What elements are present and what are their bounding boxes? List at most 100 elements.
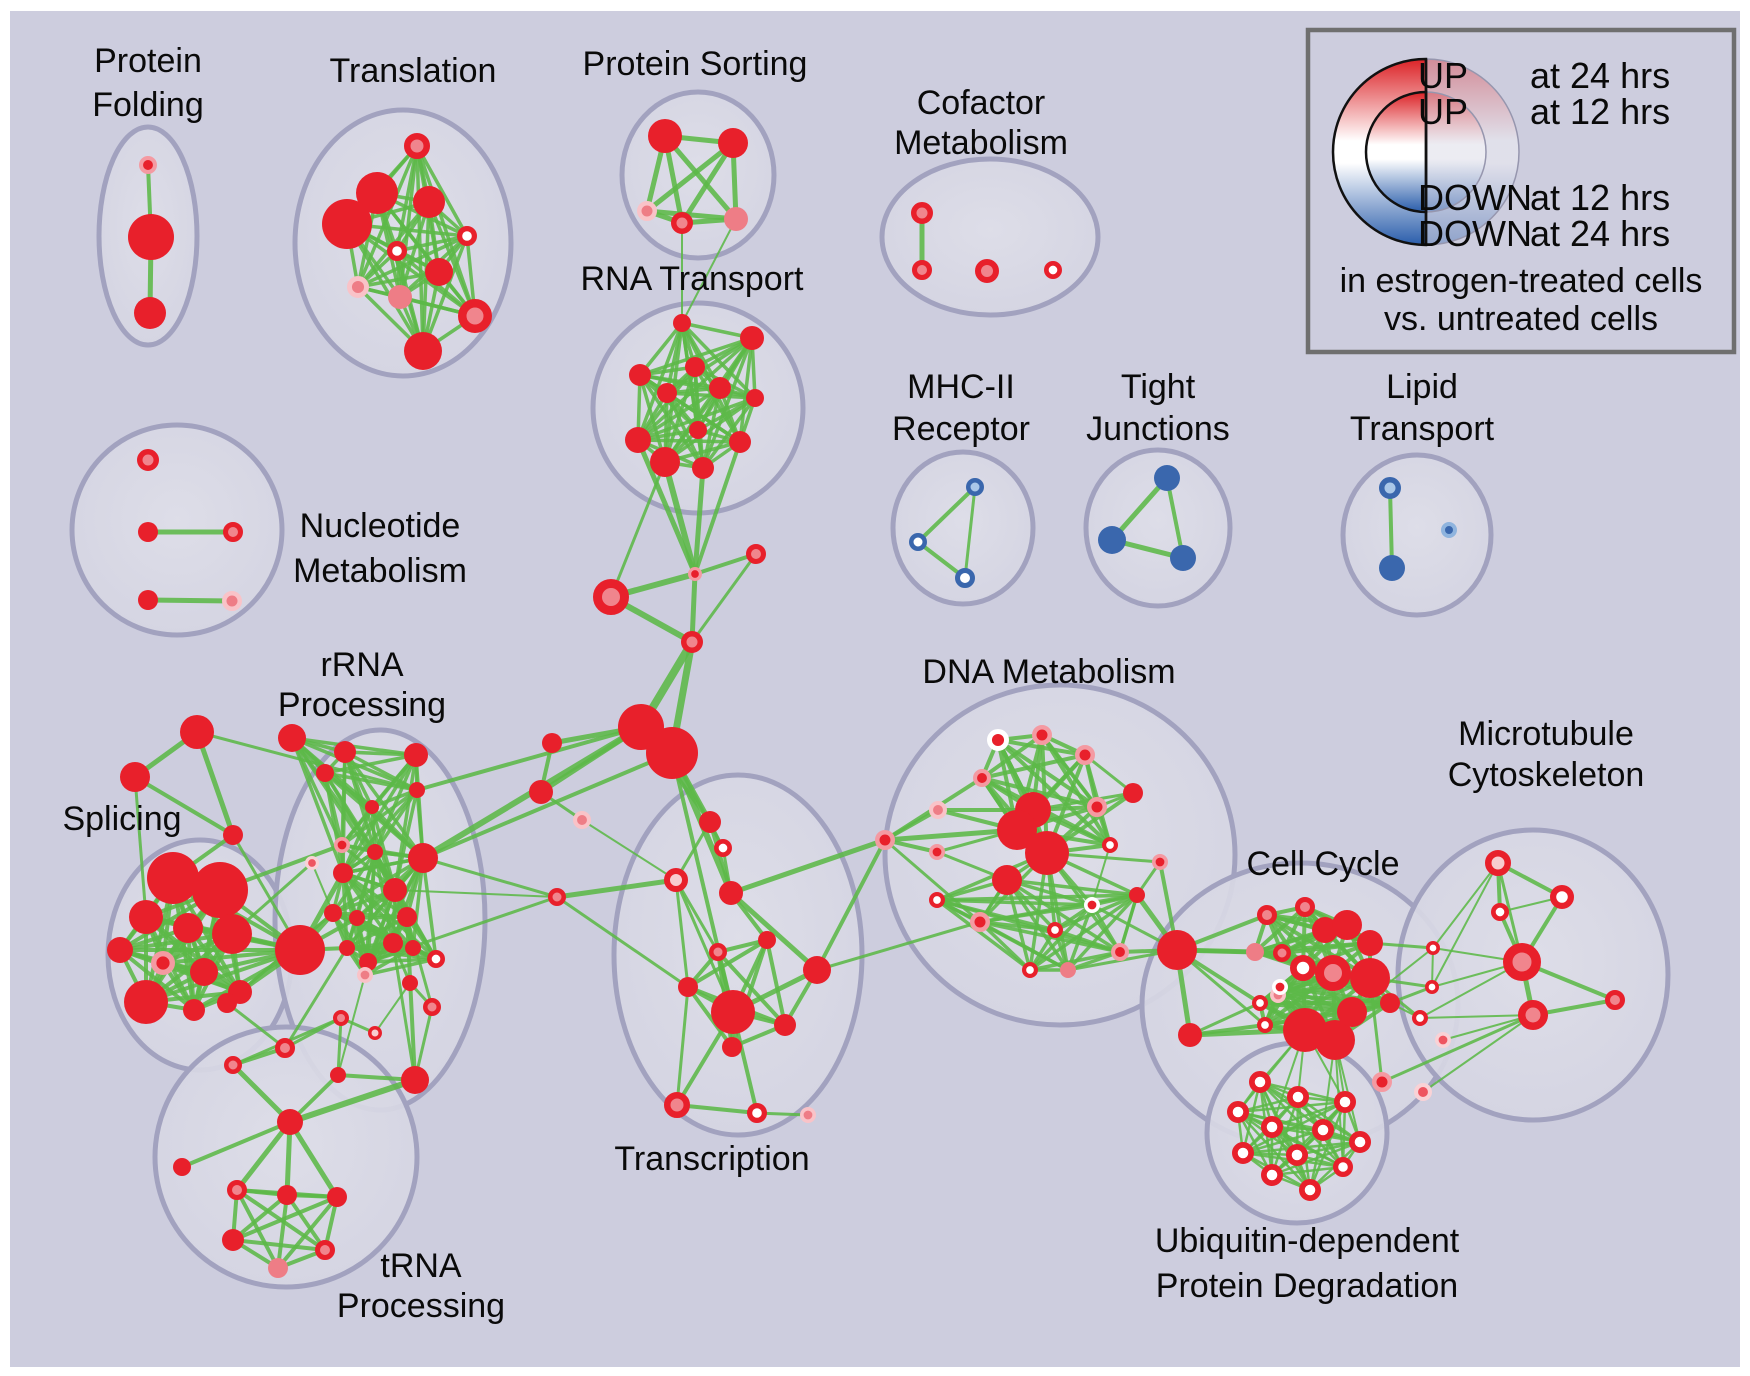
edge xyxy=(1419,1014,1534,1019)
cluster-label-mhc-ii-receptor: MHC-II xyxy=(907,368,1015,406)
legend-entry-direction: DOWN xyxy=(1418,213,1532,254)
edge xyxy=(366,895,559,964)
edge xyxy=(1005,878,1122,954)
gene-node-rna-transport xyxy=(685,357,705,377)
edge xyxy=(337,974,366,1076)
gene-node-ubiquitin-degradation xyxy=(1248,1070,1271,1093)
gene-node-connectors xyxy=(120,762,150,792)
gene-node-rrna-processing xyxy=(356,966,373,983)
gene-node-dna-metabolism xyxy=(1032,725,1052,745)
edge xyxy=(883,838,982,924)
gene-node-microtubule-cytoskeleton xyxy=(1549,884,1574,909)
gene-node-connectors xyxy=(548,888,566,906)
edge xyxy=(370,788,419,809)
gene-node-trna-processing xyxy=(277,1109,303,1135)
gene-node-connectors xyxy=(1157,930,1197,970)
gene-node-translation xyxy=(457,226,478,247)
gene-node-dna-metabolism xyxy=(1060,962,1076,978)
gene-node-splicing xyxy=(173,913,203,943)
gene-node-transcription xyxy=(799,1107,816,1124)
gene-node-rrna-processing xyxy=(426,950,445,969)
edge xyxy=(701,396,757,470)
gene-node-rna-transport xyxy=(709,377,731,399)
gene-node-cell-cycle xyxy=(1295,897,1315,917)
cluster-label-lipid-transport: Transport xyxy=(1350,410,1495,448)
edge xyxy=(935,893,1139,902)
edge xyxy=(231,1195,339,1242)
edge xyxy=(935,898,1032,972)
edge xyxy=(1053,893,1139,932)
edge xyxy=(405,915,434,1009)
cluster-label-splicing: Splicing xyxy=(62,800,181,838)
gene-node-cell-cycle xyxy=(1350,958,1390,998)
cluster-area-cofactor-metabolism xyxy=(879,156,1101,318)
gene-node-rrna-processing xyxy=(401,1066,429,1094)
edge xyxy=(231,1238,327,1252)
edge xyxy=(394,889,558,898)
gene-node-rna-transport xyxy=(692,457,714,479)
edge xyxy=(644,140,736,214)
gene-node-rrna-processing xyxy=(402,975,418,991)
edge xyxy=(882,827,1020,843)
gene-node-trna-processing xyxy=(315,1240,335,1260)
gene-node-microtubule-cytoskeleton xyxy=(1424,980,1439,995)
gene-node-rna-transport xyxy=(650,447,680,477)
edge xyxy=(363,946,415,977)
gene-node-connectors xyxy=(573,811,592,830)
gene-node-microtubule-cytoskeleton xyxy=(1490,903,1509,922)
gene-node-protein-sorting xyxy=(718,128,748,158)
edge xyxy=(144,915,242,994)
gene-node-dna-metabolism xyxy=(1075,745,1095,765)
gene-node-cell-cycle xyxy=(1357,930,1383,956)
cluster-label-cofactor-metabolism: Cofactor xyxy=(917,84,1046,122)
edge xyxy=(675,985,690,1107)
edge xyxy=(234,1119,293,1193)
gene-node-splicing xyxy=(147,852,199,904)
gene-node-transcription xyxy=(774,1014,796,1036)
gene-node-transcription xyxy=(746,1102,767,1123)
gene-node-trna-processing xyxy=(227,1180,247,1200)
gene-node-connectors xyxy=(681,631,703,653)
edge xyxy=(996,738,1112,847)
legend-entry-direction: DOWN xyxy=(1418,177,1532,218)
gene-node-connectors xyxy=(646,727,698,779)
gene-node-dna-metabolism xyxy=(997,810,1037,850)
edge xyxy=(1419,961,1523,1019)
gene-node-translation xyxy=(404,332,442,370)
gene-node-ubiquitin-degradation xyxy=(1348,1130,1371,1153)
gene-node-lipid-transport xyxy=(1379,477,1401,499)
gene-node-cell-cycle xyxy=(1312,917,1338,943)
edge xyxy=(693,552,758,576)
gene-node-cell-cycle xyxy=(1380,993,1400,1013)
gene-node-tight-junctions xyxy=(1170,545,1196,571)
gene-node-splicing xyxy=(150,951,175,976)
edge xyxy=(356,144,419,289)
edge xyxy=(311,862,334,914)
edge xyxy=(230,1062,293,1125)
cluster-label-trna-processing: Processing xyxy=(337,1287,505,1325)
cluster-label-trna-processing: tRNA xyxy=(380,1247,462,1285)
edge xyxy=(690,552,758,644)
cluster-area-lipid-transport xyxy=(1340,452,1494,618)
edge xyxy=(1188,1023,1267,1037)
gene-node-cofactor-metabolism xyxy=(1043,260,1062,279)
gene-node-transcription xyxy=(678,977,698,997)
gene-node-rrna-processing xyxy=(324,904,342,922)
edge xyxy=(662,133,739,222)
gene-node-translation xyxy=(347,276,370,299)
gene-node-connectors xyxy=(529,780,553,804)
gene-node-protein-sorting xyxy=(648,119,682,153)
gene-node-splicing xyxy=(190,958,218,986)
edge xyxy=(411,856,425,950)
gene-node-microtubule-cytoskeleton xyxy=(1425,941,1440,956)
edge xyxy=(978,920,1032,972)
gene-node-rrna-processing xyxy=(405,940,421,956)
gene-node-splicing xyxy=(124,980,168,1024)
gene-node-rrna-processing xyxy=(349,910,365,926)
gene-node-translation xyxy=(413,186,445,218)
gene-node-rrna-processing xyxy=(383,878,407,902)
edge xyxy=(421,751,674,860)
edge xyxy=(421,234,469,353)
gene-node-protein-folding xyxy=(138,155,157,174)
